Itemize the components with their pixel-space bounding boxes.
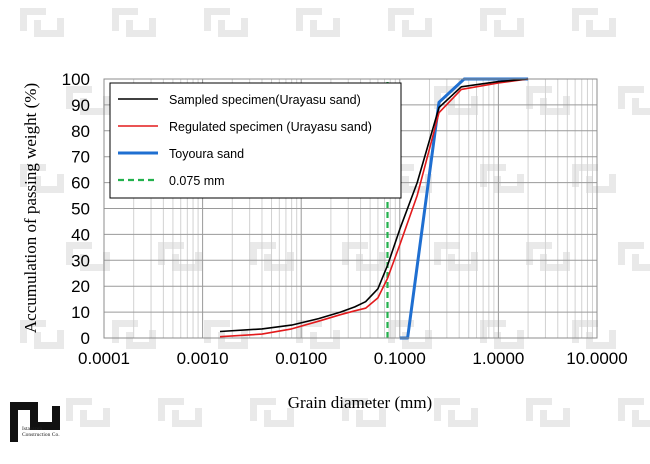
watermark-mark xyxy=(434,398,478,427)
y-tick-label: 100 xyxy=(62,70,90,89)
legend-label: Sampled specimen(Urayasu sand) xyxy=(169,93,361,107)
y-tick-label: 90 xyxy=(71,96,90,115)
watermark-mark xyxy=(480,320,524,349)
legend-label: Toyoura sand xyxy=(169,147,244,161)
y-tick-label: 60 xyxy=(71,174,90,193)
watermark-mark xyxy=(112,8,156,37)
y-axis-label: Accumulation of passing weight (%) xyxy=(21,83,40,333)
legend-label: Regulated specimen (Urayasu sand) xyxy=(169,120,372,134)
watermark-mark xyxy=(250,398,294,427)
watermark-mark xyxy=(296,8,340,37)
y-tick-label: 50 xyxy=(71,200,90,219)
x-tick-label: 0.0010 xyxy=(177,349,229,368)
watermark-mark xyxy=(158,242,202,271)
watermark-mark xyxy=(66,398,110,427)
x-tick-label: 0.0100 xyxy=(275,349,327,368)
watermark-mark xyxy=(434,242,478,271)
watermark-mark xyxy=(296,320,340,349)
series-line-1 xyxy=(219,78,529,338)
legend-box xyxy=(109,82,402,199)
company-logo xyxy=(10,402,60,442)
watermark-mark xyxy=(20,8,64,37)
watermark-mark xyxy=(526,86,570,115)
x-tick-label: 1.0000 xyxy=(472,349,524,368)
watermark-mark xyxy=(572,320,616,349)
y-tick-labels: 0 10 20 30 40 50 60 70 80 90 100 xyxy=(62,70,90,348)
y-tick-label: 20 xyxy=(71,277,90,296)
plot-frame xyxy=(103,78,598,339)
y-tick-label: 40 xyxy=(71,225,90,244)
x-tick-labels: 0.0001 0.0010 0.0100 0.1000 1.0000 10.0000 xyxy=(78,349,628,368)
watermark-mark xyxy=(342,242,386,271)
y-tick-label: 0 xyxy=(81,329,90,348)
x-tick-label: 0.0001 xyxy=(78,349,130,368)
x-axis-label: Grain diameter (mm) xyxy=(288,393,432,412)
x-tick-label: 10.0000 xyxy=(566,349,627,368)
watermark-mark xyxy=(480,164,524,193)
series-line-0 xyxy=(219,78,529,333)
y-tick-label: 30 xyxy=(71,251,90,270)
watermark-mark xyxy=(342,398,386,427)
watermark-mark xyxy=(20,164,64,193)
watermark-mark xyxy=(66,86,110,115)
watermark-mark xyxy=(388,8,432,37)
watermark-mark xyxy=(66,242,110,271)
legend: Sampled specimen(Urayasu sand) Regulated … xyxy=(109,82,402,199)
watermark-mark xyxy=(526,398,570,427)
watermark-mark xyxy=(158,398,202,427)
watermark-mark xyxy=(526,242,570,271)
watermark-mark xyxy=(480,8,524,37)
x-tick-label: 0.1000 xyxy=(374,349,426,368)
watermark-mark xyxy=(204,8,248,37)
legend-label: 0.075 mm xyxy=(169,174,225,188)
y-tick-label: 80 xyxy=(71,122,90,141)
watermark-mark xyxy=(20,320,64,349)
watermark-mark xyxy=(572,8,616,37)
watermark-mark xyxy=(618,86,650,115)
watermark-mark xyxy=(618,398,650,427)
watermark-mark xyxy=(572,164,616,193)
y-tick-label: 10 xyxy=(71,303,90,322)
watermark-mark xyxy=(204,320,248,349)
logo-caption: Istasazeh Construction Co. xyxy=(22,426,60,438)
y-tick-label: 70 xyxy=(71,148,90,167)
watermark-mark xyxy=(618,242,650,271)
